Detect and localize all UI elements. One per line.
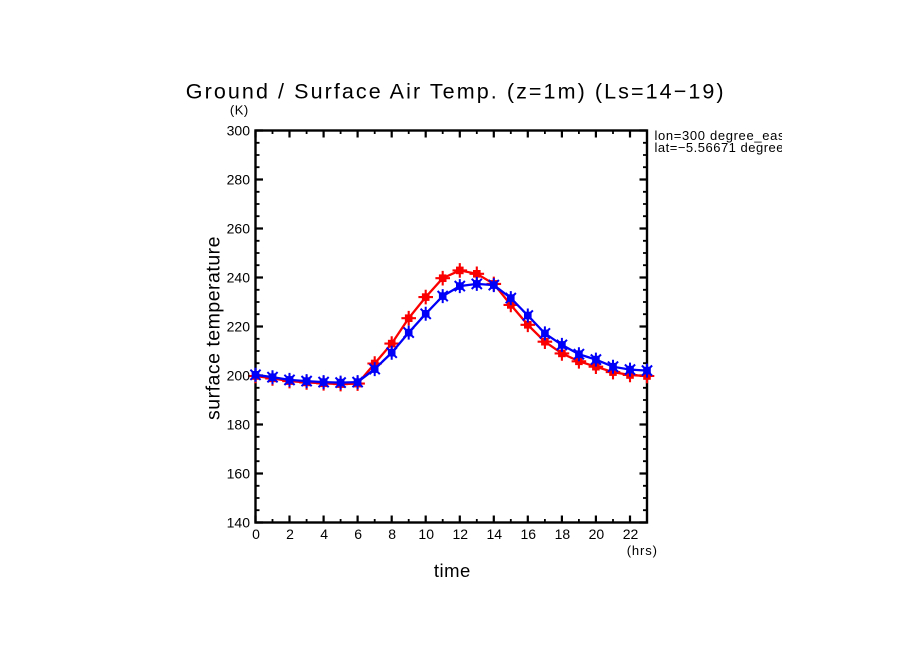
svg-text:16: 16 [521, 526, 537, 542]
svg-text:(hrs): (hrs) [627, 543, 658, 558]
svg-text:2: 2 [286, 526, 294, 542]
svg-text:0: 0 [252, 526, 260, 542]
svg-text:240: 240 [227, 269, 251, 285]
svg-text:14: 14 [487, 526, 503, 542]
svg-text:6: 6 [354, 526, 362, 542]
svg-text:Ground / Surface Air Temp. (z=: Ground / Surface Air Temp. (z=1m) (Ls=14… [186, 80, 726, 104]
svg-text:lon=300 degree_east: lon=300 degree_east [655, 128, 790, 143]
svg-text:160: 160 [227, 465, 251, 481]
svg-text:time: time [434, 560, 471, 581]
svg-text:18: 18 [555, 526, 571, 542]
svg-text:10: 10 [418, 526, 434, 542]
svg-text:surface temperature: surface temperature [203, 236, 225, 420]
svg-text:140: 140 [227, 514, 251, 530]
svg-text:220: 220 [227, 318, 251, 334]
svg-text:280: 280 [227, 171, 251, 187]
svg-text:12: 12 [453, 526, 469, 542]
svg-text:8: 8 [388, 526, 396, 542]
svg-text:22: 22 [623, 526, 639, 542]
svg-text:(K): (K) [230, 103, 249, 118]
svg-text:lat=−5.56671 degree_north: lat=−5.56671 degree_north [655, 140, 824, 155]
svg-text:20: 20 [589, 526, 605, 542]
svg-text:180: 180 [227, 416, 251, 432]
svg-text:260: 260 [227, 220, 251, 236]
svg-text:300: 300 [227, 122, 251, 138]
svg-text:200: 200 [227, 367, 251, 383]
svg-text:4: 4 [320, 526, 328, 542]
